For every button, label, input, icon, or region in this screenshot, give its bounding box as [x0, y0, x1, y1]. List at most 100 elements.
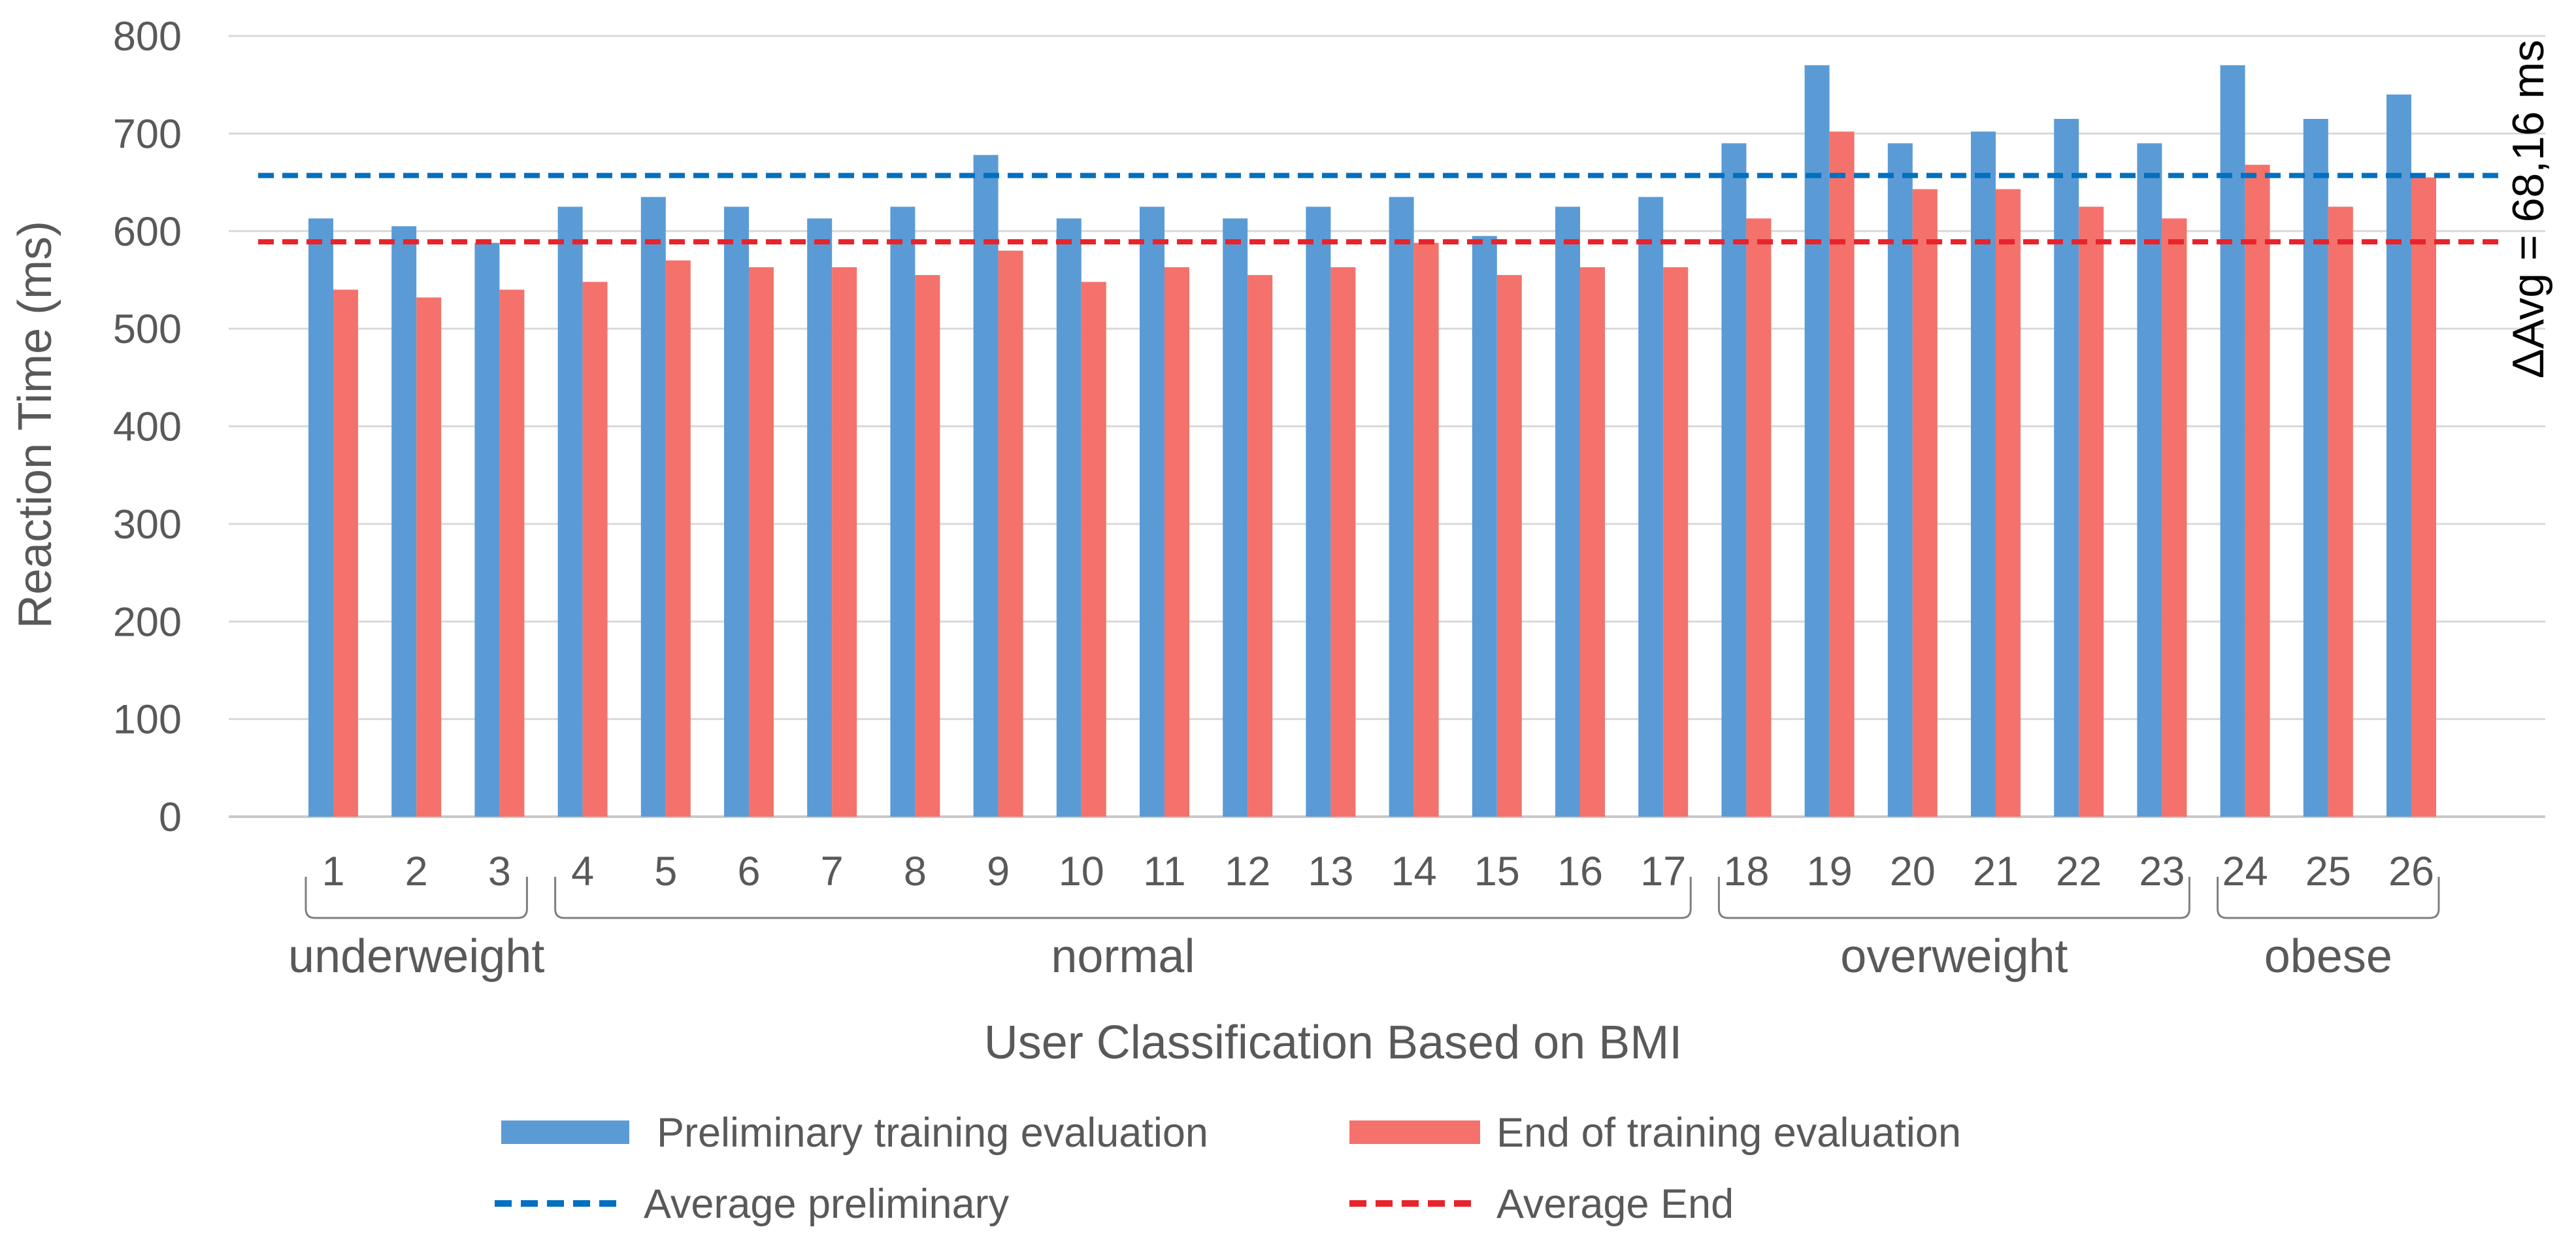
bmi-groups: underweight normal overweight obese [288, 877, 2440, 983]
y-tick-label: 600 [113, 209, 182, 255]
x-tick-label: 4 [571, 849, 594, 894]
bar-preliminary-11 [1140, 206, 1164, 817]
bar-end-11 [1164, 267, 1189, 817]
legend-label-average-end: Average End [1496, 1181, 1734, 1227]
bar-end-2 [416, 297, 442, 817]
bar-end-10 [1081, 282, 1106, 817]
group-bracket-obese [2217, 877, 2440, 919]
delta-avg-annotation: ΔAvg = 68,16 ms [2503, 40, 2553, 379]
bar-preliminary-16 [1555, 206, 1580, 817]
group-bracket-overweight [1717, 877, 2190, 919]
bar-end-7 [832, 267, 857, 817]
x-tick-label: 25 [2305, 849, 2351, 894]
group-label-obese: obese [2264, 930, 2392, 983]
bar-preliminary-8 [890, 206, 916, 817]
bar-end-21 [1996, 189, 2021, 817]
x-tick-label: 10 [1059, 849, 1104, 894]
y-tick-label: 100 [113, 697, 182, 743]
x-tick-label: 18 [1723, 849, 1769, 894]
bar-end-25 [2328, 206, 2353, 817]
x-tick-label: 1 [322, 849, 344, 894]
x-tick-label: 9 [987, 849, 1010, 894]
bar-end-17 [1663, 267, 1689, 817]
legend-swatch-end [1349, 1120, 1480, 1144]
x-tick-label: 23 [2139, 849, 2185, 894]
bar-preliminary-3 [474, 242, 500, 817]
legend-item-end: End of training evaluation [1349, 1110, 1961, 1156]
x-axis-title: User Classification Based on BMI [984, 1017, 1682, 1069]
group-label-overweight: overweight [1840, 930, 2068, 983]
group-label-underweight: underweight [288, 930, 544, 983]
bar-end-5 [665, 260, 691, 817]
bar-preliminary-10 [1056, 218, 1082, 817]
legend-item-average-preliminary: Average preliminary [495, 1181, 1010, 1227]
legend-item-preliminary: Preliminary training evaluation [501, 1110, 1208, 1156]
bar-preliminary-2 [391, 226, 417, 817]
y-tick-label: 0 [159, 794, 182, 840]
x-tick-label: 20 [1890, 849, 1936, 894]
x-tick-label: 12 [1225, 849, 1270, 894]
bar-preliminary-26 [2386, 94, 2411, 817]
y-tick-label: 400 [113, 404, 182, 450]
x-tick-label: 11 [1143, 849, 1185, 894]
bar-end-15 [1496, 274, 1522, 817]
x-tick-label: 13 [1308, 849, 1353, 894]
bar-preliminary-18 [1721, 143, 1747, 817]
group-bracket-normal [554, 877, 1692, 919]
x-tick-label: 8 [904, 849, 927, 894]
bar-preliminary-12 [1223, 218, 1248, 817]
bar-end-23 [2162, 218, 2187, 817]
x-tick-label: 17 [1640, 849, 1686, 894]
legend-label-preliminary: Preliminary training evaluation [657, 1110, 1208, 1156]
bar-end-18 [1746, 218, 1772, 817]
bar-end-16 [1580, 267, 1605, 817]
y-tick-label: 700 [113, 111, 182, 157]
legend-item-average-end: Average End [1349, 1181, 1734, 1227]
x-tick-label: 2 [405, 849, 428, 894]
x-axis-ticks: 1 2 3 4 5 6 7 8 9 10 11 12 13 14 15 16 17 18 19 20 21 22 23 24 2… [322, 849, 2434, 894]
bar-end-20 [1912, 189, 1938, 817]
legend: Preliminary training evaluation End of t… [495, 1110, 1961, 1227]
y-axis-ticks: 0 100 200 300 400 500 600 700 800 [113, 14, 182, 840]
bar-end-1 [333, 289, 358, 817]
x-tick-label: 26 [2388, 849, 2434, 894]
y-tick-label: 500 [113, 306, 182, 352]
bar-end-6 [749, 267, 774, 817]
y-tick-label: 800 [113, 14, 182, 59]
legend-swatch-preliminary [501, 1120, 629, 1144]
bar-preliminary-25 [2303, 118, 2328, 817]
x-tick-label: 6 [737, 849, 760, 894]
legend-label-end: End of training evaluation [1496, 1110, 1961, 1156]
bar-preliminary-24 [2220, 65, 2245, 817]
x-tick-label: 14 [1391, 849, 1437, 894]
bar-end-26 [2411, 177, 2436, 817]
bar-end-22 [2079, 206, 2104, 817]
bar-preliminary-4 [557, 206, 583, 817]
bar-preliminary-13 [1306, 206, 1331, 817]
bar-end-12 [1247, 274, 1273, 817]
x-tick-label: 22 [2056, 849, 2102, 894]
x-tick-label: 3 [488, 849, 511, 894]
y-axis-title: Reaction Time (ms) [9, 221, 61, 629]
x-tick-label: 16 [1557, 849, 1603, 894]
bar-end-14 [1413, 242, 1439, 817]
bar-preliminary-17 [1638, 197, 1664, 817]
group-bracket-underweight [305, 877, 528, 919]
bar-end-9 [998, 250, 1023, 817]
bar-end-4 [582, 282, 608, 817]
bar-preliminary-19 [1804, 65, 1830, 817]
bar-preliminary-22 [2054, 118, 2079, 817]
group-label-normal: normal [1051, 930, 1195, 983]
y-tick-label: 300 [113, 502, 182, 547]
bar-preliminary-5 [640, 197, 666, 817]
bar-preliminary-21 [1971, 131, 1996, 817]
bar-preliminary-9 [973, 155, 999, 817]
x-tick-label: 24 [2222, 849, 2268, 894]
bars [308, 65, 2436, 817]
bar-end-13 [1330, 267, 1356, 817]
bar-preliminary-1 [308, 218, 333, 817]
y-tick-label: 200 [113, 599, 182, 645]
x-tick-label: 5 [654, 849, 677, 894]
bar-preliminary-15 [1472, 236, 1497, 817]
